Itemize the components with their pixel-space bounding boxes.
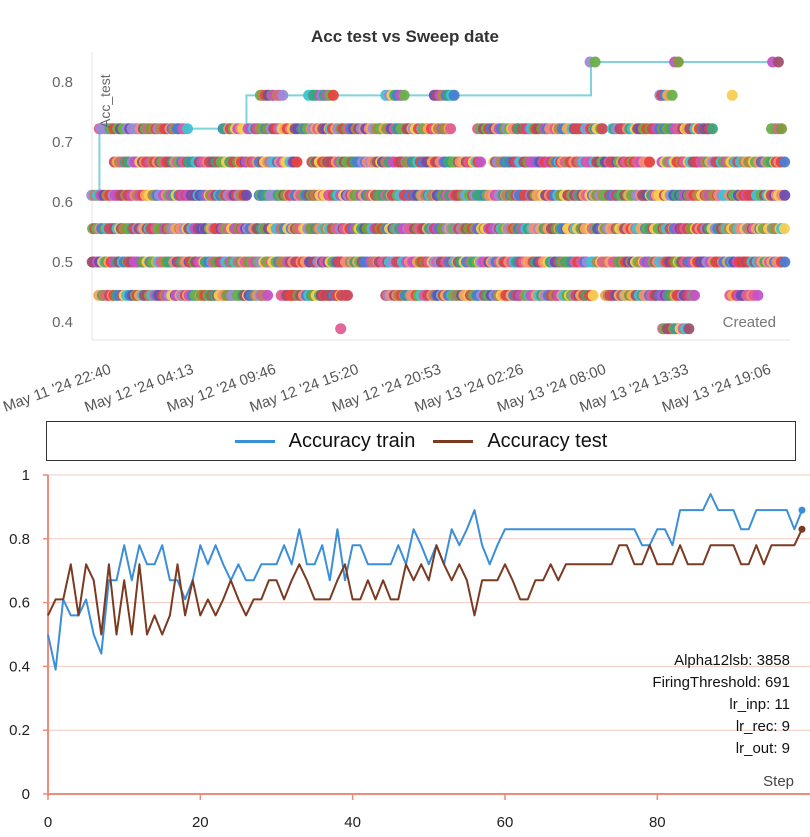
legend-entry-test: Accuracy test xyxy=(433,430,607,453)
legend-label-train: Accuracy train xyxy=(288,429,416,452)
scatter-point xyxy=(587,289,599,301)
scatter-point xyxy=(666,89,678,101)
scatter-point xyxy=(779,256,791,268)
scatter-point xyxy=(448,89,460,101)
line-chart-legend: Accuracy train Accuracy test xyxy=(46,421,796,461)
scatter-x-axis-label: Created xyxy=(723,314,776,331)
scatter-points xyxy=(86,56,791,335)
line-series-accuracy-train xyxy=(47,493,803,671)
scatter-point xyxy=(475,156,486,168)
line-chart: 0 0.2 0.4 0.6 0.8 1 0 20 40 60 80 Step xyxy=(9,467,810,831)
scatter-point xyxy=(445,123,457,135)
run-parameters-annotation: Alpha12lsb: 3858 FiringThreshold: 691 lr… xyxy=(652,650,790,760)
scatter-chart: Acc test vs Sweep date 0.4 0.5 0.6 0.7 0.8 M… xyxy=(1,27,791,415)
scatter-point xyxy=(327,89,339,101)
scatter-point xyxy=(776,123,787,135)
param-firing-threshold: FiringThreshold: 691 xyxy=(652,674,790,691)
scatter-point xyxy=(672,56,684,68)
scatter-point xyxy=(182,123,193,135)
scatter-y-tick-label: 0.4 xyxy=(52,314,73,331)
line-series-accuracy-test xyxy=(47,528,803,636)
scatter-y-tick-label: 0.7 xyxy=(52,134,73,151)
scatter-y-tick-label: 0.5 xyxy=(52,254,73,271)
line-y-tick-labels: 0 0.2 0.4 0.6 0.8 1 xyxy=(9,467,30,803)
param-lr-inp: lr_inp: 11 xyxy=(729,696,790,713)
scatter-y-axis-label: Acc_test xyxy=(97,74,113,128)
line-x-tick-label: 0 xyxy=(44,814,52,831)
line-x-tick-label: 40 xyxy=(344,814,361,831)
scatter-point xyxy=(277,89,289,101)
scatter-point xyxy=(240,189,252,201)
param-lr-out: lr_out: 9 xyxy=(735,740,790,757)
scatter-y-tick-label: 0.6 xyxy=(52,194,73,211)
scatter-point xyxy=(262,289,274,301)
line-series-group xyxy=(47,493,806,671)
scatter-running-max-polyline xyxy=(92,61,779,197)
line-y-tick-label: 1 xyxy=(22,467,30,484)
line-x-tick-label: 80 xyxy=(649,814,666,831)
line-y-tick-label: 0.6 xyxy=(9,595,30,612)
scatter-point xyxy=(772,56,784,68)
scatter-point xyxy=(291,156,303,168)
line-x-tick-label: 60 xyxy=(497,814,514,831)
legend-entry-train: Accuracy train xyxy=(234,429,416,453)
scatter-point xyxy=(644,156,656,168)
scatter-point xyxy=(706,123,718,135)
scatter-point xyxy=(335,323,347,335)
line-y-tick-label: 0.2 xyxy=(9,722,30,739)
legend-label-test: Accuracy test xyxy=(487,429,608,452)
scatter-chart-title: Acc test vs Sweep date xyxy=(311,27,499,46)
legend-swatch-test xyxy=(433,439,474,443)
scatter-point xyxy=(596,123,608,135)
scatter-point xyxy=(778,223,790,235)
line-endpoint-accuracy-test xyxy=(798,525,806,533)
scatter-point xyxy=(589,56,601,68)
scatter-point xyxy=(726,89,738,101)
param-lr-rec: lr_rec: 9 xyxy=(735,718,790,735)
line-x-tick-label: 20 xyxy=(192,814,209,831)
param-alpha12lsb: Alpha12lsb: 3858 xyxy=(674,652,790,669)
scatter-point xyxy=(689,289,700,301)
line-y-tick-label: 0.8 xyxy=(9,531,30,548)
scatter-running-max-line xyxy=(92,61,779,197)
scatter-point xyxy=(342,289,353,301)
line-endpoint-accuracy-train xyxy=(798,506,806,514)
line-x-axis-label: Step xyxy=(763,773,794,790)
line-x-tick-labels: 0 20 40 60 80 xyxy=(44,814,666,831)
scatter-y-tick-labels: 0.4 0.5 0.6 0.7 0.8 xyxy=(52,74,73,331)
scatter-point xyxy=(683,323,695,335)
line-y-tick-label: 0.4 xyxy=(9,658,30,675)
scatter-point xyxy=(779,156,791,168)
scatter-point xyxy=(752,289,764,301)
scatter-point xyxy=(779,189,791,201)
scatter-point xyxy=(398,89,410,101)
line-y-tick-label: 0 xyxy=(22,786,30,803)
scatter-y-tick-label: 0.8 xyxy=(52,74,73,91)
legend-swatch-train xyxy=(234,439,275,443)
